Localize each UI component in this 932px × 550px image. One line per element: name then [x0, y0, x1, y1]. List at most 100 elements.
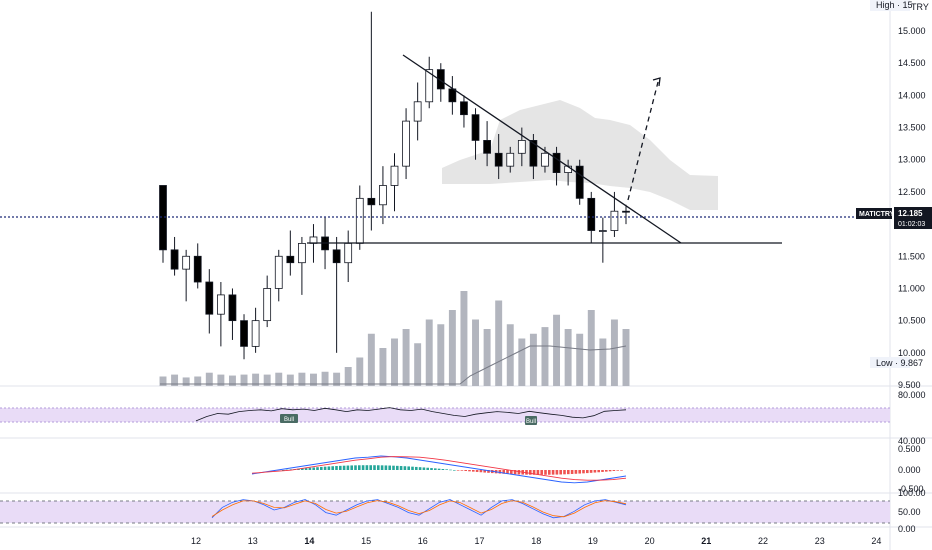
- macd-hist-bar: [320, 466, 323, 470]
- macd-hist-bar: [445, 469, 448, 470]
- macd-hist-bar: [289, 469, 293, 470]
- price-tick-label: 14.000: [898, 90, 926, 100]
- rsi-bull-badge[interactable]: [280, 414, 298, 423]
- x-tick-label: 12: [191, 536, 201, 546]
- macd-hist-bar: [475, 470, 479, 472]
- macd-hist-bar: [285, 469, 289, 471]
- macd-hist-bar: [422, 467, 426, 470]
- macd-hist-bar: [407, 466, 410, 470]
- macd-hist-bar: [316, 467, 319, 470]
- candle-up: [506, 152, 515, 167]
- volume-bar: [391, 338, 398, 386]
- macd-hist-bar: [418, 467, 422, 470]
- macd-hist-bar: [377, 465, 380, 470]
- macd-hist-bar: [612, 470, 616, 471]
- macd-hist-bar: [464, 470, 467, 471]
- macd-hist-bar: [460, 470, 464, 471]
- macd-line: [251, 455, 627, 484]
- volume-bar: [414, 343, 422, 386]
- candle-down: [193, 255, 202, 283]
- macd-histogram: [282, 465, 623, 475]
- rsi-line: [195, 407, 627, 422]
- x-tick-label: 22: [758, 536, 768, 546]
- volume-bar: [529, 333, 537, 386]
- macd-hist-bar: [559, 470, 562, 475]
- macd-hist-bar: [441, 469, 445, 470]
- volume-bar: [228, 375, 236, 386]
- price-y-axis-ticks: 15.000 14.500 14.000 13.500 13.000 12.500 11.5…: [898, 26, 926, 390]
- volume-bar: [379, 348, 387, 386]
- macd-hist-bar: [506, 470, 509, 474]
- macd-hist-bar: [384, 465, 388, 470]
- macd-hist-bar: [403, 466, 407, 470]
- macd-hist-bar: [434, 468, 437, 470]
- candle-up: [598, 230, 607, 232]
- x-tick-label: 24: [871, 536, 881, 546]
- x-tick-label: 13: [248, 536, 258, 546]
- macd-hist-bar: [517, 470, 521, 475]
- volume-bar: [159, 376, 167, 386]
- candle-down: [159, 185, 167, 251]
- macd-hist-bar: [392, 465, 395, 470]
- right-axis-panel[interactable]: [890, 0, 932, 550]
- x-tick-label: 16: [418, 536, 428, 546]
- price-tick-label: 11.500: [898, 251, 925, 261]
- candle-up: [402, 120, 410, 167]
- rsi-tick-80: 80.000: [898, 390, 926, 400]
- volume-bar: [541, 327, 549, 386]
- volume-bar: [205, 372, 213, 386]
- macd-hist-bar: [586, 470, 589, 474]
- x-tick-label: 18: [531, 536, 541, 546]
- currency-label[interactable]: TRY: [911, 2, 929, 12]
- x-axis-ticks[interactable]: 12 13 14 15 16 17 18 19 20 21 22 23 24: [191, 536, 881, 546]
- candle-up: [517, 140, 526, 154]
- volume-bar: [217, 374, 225, 386]
- macd-hist-bar: [323, 466, 327, 470]
- macd-hist-bar: [551, 470, 555, 475]
- candle-up: [251, 320, 260, 347]
- macd-hist-bar: [331, 466, 334, 470]
- candle-down: [575, 165, 584, 199]
- volume-bar: [333, 372, 341, 386]
- candle-down: [587, 197, 596, 231]
- macd-hist-bar: [342, 465, 346, 470]
- volume-bar: [286, 374, 294, 386]
- macd-hist-bar: [369, 465, 372, 470]
- candle-up: [182, 255, 191, 270]
- low-label: Low · 9.867: [876, 358, 923, 368]
- x-tick-label: 15: [361, 536, 371, 546]
- projection-arrow-line[interactable]: [627, 81, 659, 201]
- macd-hist-bar: [608, 470, 612, 472]
- macd-hist-bar: [570, 470, 574, 474]
- rsi-bull-label-2: Bull: [526, 419, 536, 425]
- macd-signal-line: [251, 456, 627, 481]
- volume-bar: [576, 333, 584, 386]
- candle-up: [379, 185, 387, 206]
- x-tick-label: 14: [304, 536, 314, 546]
- candle-up: [425, 69, 434, 103]
- volume-bar: [553, 314, 561, 386]
- macd-tick-0.5: 0.500: [898, 444, 921, 454]
- candlesticks: [159, 11, 630, 360]
- macd-hist-bar: [327, 466, 331, 470]
- volume-bar: [263, 374, 271, 386]
- descending-trendline[interactable]: [402, 54, 682, 244]
- macd-tick-neg0.5: -0.500: [898, 484, 924, 494]
- macd-hist-bar: [601, 470, 604, 472]
- volume-bars: [159, 291, 630, 386]
- volume-bar: [367, 333, 375, 386]
- symbol-tag: [856, 208, 892, 219]
- volume-bar: [171, 374, 179, 386]
- rsi-bull-badge-2[interactable]: [525, 416, 537, 425]
- stoch-tick-50: 50.00: [898, 507, 921, 517]
- candle-down: [471, 114, 480, 141]
- price-tick-label: 9.500: [898, 380, 921, 390]
- high-label: High · 15: [876, 0, 913, 10]
- macd-hist-bar: [373, 465, 376, 470]
- candle-up: [263, 288, 272, 322]
- macd-hist-bar: [544, 470, 547, 475]
- volume-bar: [437, 324, 445, 386]
- macd-hist-bar: [396, 465, 399, 470]
- volume-bar: [564, 329, 572, 386]
